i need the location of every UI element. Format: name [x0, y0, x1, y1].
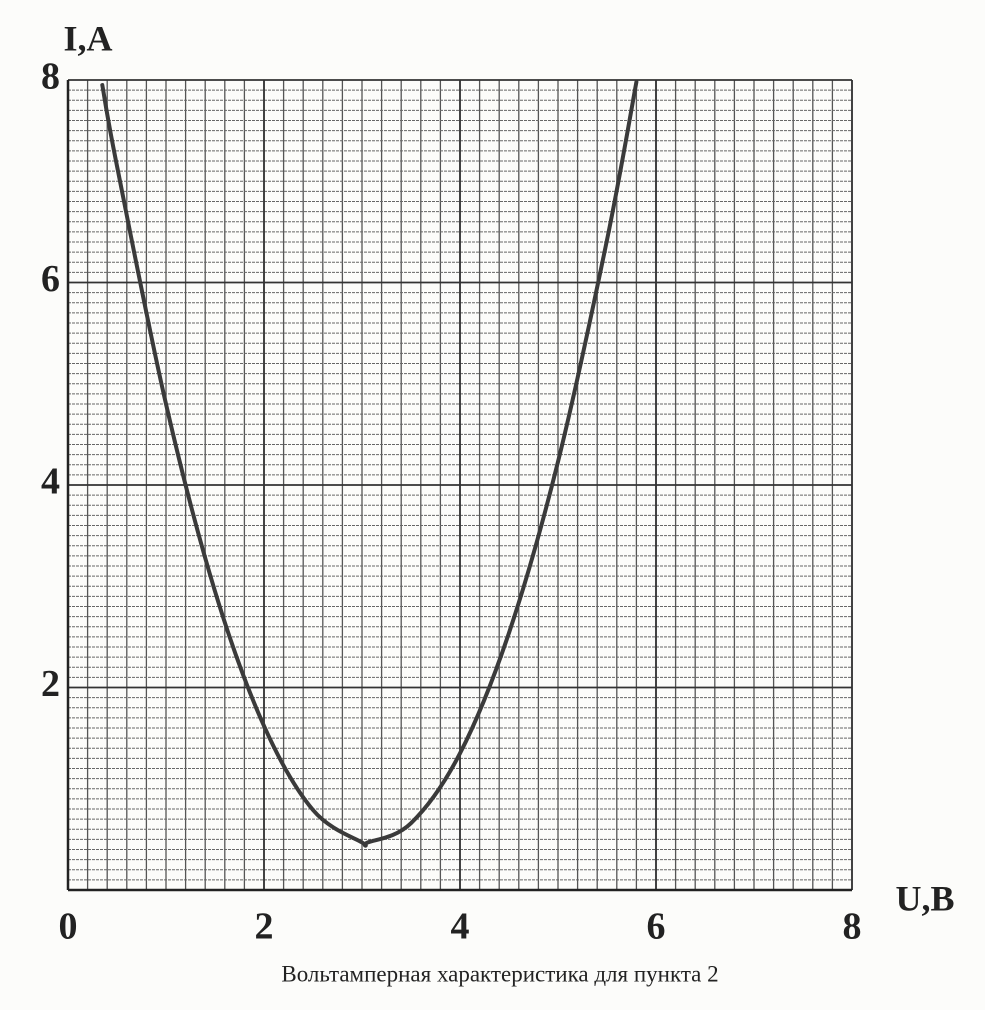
y-tick-label: 8 — [41, 56, 60, 98]
x-tick-label: 2 — [255, 906, 274, 948]
x-tick-label: 6 — [647, 906, 666, 948]
y-tick-label: 6 — [41, 258, 60, 300]
curve — [100, 80, 639, 848]
y-tick-label: 4 — [41, 461, 60, 503]
x-tick-label: 0 — [59, 906, 78, 948]
x-tick-label: 4 — [451, 906, 470, 948]
x-axis-title: U,B — [895, 878, 954, 918]
x-tick-label: 8 — [843, 906, 862, 948]
caption: Вольтамперная характеристика для пункта … — [281, 961, 718, 986]
y-tick-label: 2 — [41, 663, 60, 705]
y-axis-title: I,A — [63, 18, 112, 58]
